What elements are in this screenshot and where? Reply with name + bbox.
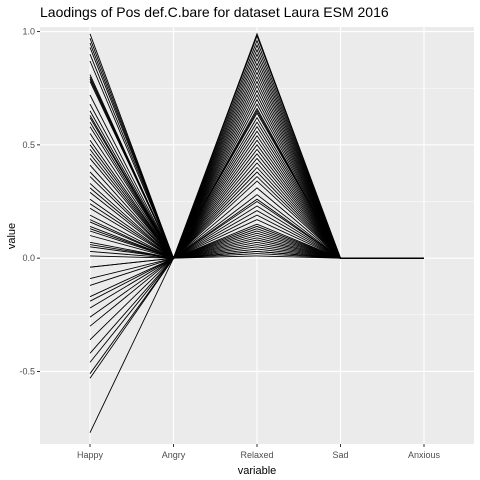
y-axis-label: value <box>6 223 18 249</box>
x-axis-ticks: Happy Angry Relaxed Sad Anxious <box>77 444 441 460</box>
x-tick-label: Relaxed <box>240 450 273 460</box>
y-tick-label: 1.0 <box>22 27 35 37</box>
x-tick-label: Angry <box>162 450 186 460</box>
x-tick-label: Happy <box>77 450 104 460</box>
series-line <box>89 255 424 433</box>
x-tick-label: Sad <box>332 450 348 460</box>
chart-title: Laodings of Pos def.C.bare for dataset L… <box>40 4 389 20</box>
y-tick-label: 0.0 <box>22 253 35 263</box>
y-axis-ticks: -0.5 0.0 0.5 1.0 <box>19 27 40 376</box>
y-tick-label: -0.5 <box>19 366 35 376</box>
y-tick-label: 0.5 <box>22 140 35 150</box>
series-lines <box>89 32 424 433</box>
x-axis-label: variable <box>238 465 277 477</box>
x-tick-label: Anxious <box>408 450 441 460</box>
